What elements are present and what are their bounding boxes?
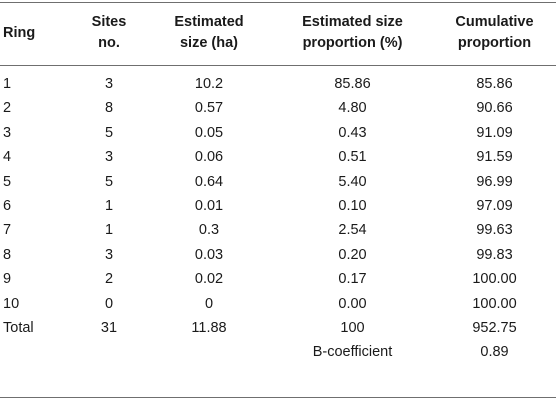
cell-size-proportion: 0.20	[338, 246, 367, 263]
cell-size-proportion: 0.10	[338, 198, 367, 215]
cell-size-proportion: 0.17	[338, 271, 367, 288]
cell-estimated-size: 0.03	[194, 246, 224, 263]
cell-sites-no: 1	[104, 222, 114, 239]
cell-sites-no: 5	[104, 173, 114, 190]
header-estimated-size-line-2: size (ha)	[179, 35, 238, 51]
cell-estimated-size: 0.02	[194, 271, 224, 288]
cell-estimated-size: 10.2	[194, 76, 224, 92]
cell-ring	[0, 340, 75, 364]
cell-ring: 6	[3, 198, 12, 215]
table-row: 7 1 0.3 2.54 99.63	[0, 218, 556, 242]
header-estimated-size-proportion-line-1: Estimated size	[302, 14, 403, 30]
cell-estimated-size: 0.05	[194, 124, 224, 141]
cell-ring: 3	[3, 124, 12, 141]
cell-cumulative-proportion: 91.59	[476, 149, 513, 166]
header-row: Ring Sites no. Estimated size (ha) Estim…	[0, 0, 556, 66]
table-row: 1 3 10.2 85.86 85.86	[0, 66, 556, 96]
cell-sites-no	[75, 340, 143, 364]
cell-estimated-size: 0	[204, 295, 214, 312]
cell-ring: 7	[3, 222, 12, 239]
cell-ring: 1	[3, 76, 12, 92]
cell-ring: 5	[3, 173, 12, 190]
cell-sites-no: 3	[104, 149, 114, 166]
cell-size-proportion: 5.40	[338, 173, 367, 190]
table-row: 9 2 0.02 0.17 100.00	[0, 267, 556, 291]
header-estimated-size-proportion: Estimated size proportion (%)	[275, 0, 430, 66]
header-sites-no: Sites no.	[75, 0, 143, 66]
bottom-rule	[0, 397, 556, 398]
table-row: 4 3 0.06 0.51 91.59	[0, 145, 556, 169]
header-cumulative-proportion-line-2: proportion	[457, 35, 532, 51]
cell-estimated-size: 0.64	[194, 173, 224, 190]
cell-size-proportion: 100	[340, 320, 365, 337]
cell-cumulative-proportion: 99.83	[476, 246, 513, 263]
cell-sites-no: 31	[100, 320, 118, 337]
table-row: 2 8 0.57 4.80 90.66	[0, 96, 556, 120]
cell-cumulative-proportion: 90.66	[476, 100, 513, 117]
cell-ring: Total	[3, 320, 34, 337]
header-cumulative-proportion: Cumulative proportion	[430, 0, 556, 66]
table-body: 1 3 10.2 85.86 85.86 2 8 0.57 4.80 90.66…	[0, 66, 556, 365]
cell-b-coefficient-label: B-coefficient	[312, 344, 393, 361]
table-row: 10 0 0 0.00 100.00	[0, 292, 556, 316]
header-ring: Ring	[0, 0, 75, 66]
cell-sites-no: 8	[104, 100, 114, 117]
table-row-total: Total 31 11.88 100 952.75	[0, 316, 556, 340]
cell-estimated-size: 0.57	[194, 100, 224, 117]
header-estimated-size-proportion-line-2: proportion (%)	[302, 35, 403, 51]
cell-size-proportion: 2.54	[338, 222, 367, 239]
header-cumulative-proportion-line-1: Cumulative	[455, 14, 534, 30]
top-rule	[0, 2, 556, 3]
table-row: 8 3 0.03 0.20 99.83	[0, 243, 556, 267]
cell-sites-no: 3	[104, 246, 114, 263]
cell-size-proportion: 0.43	[338, 124, 367, 141]
cell-sites-no: 3	[104, 76, 114, 92]
header-ring-line-1: Ring	[3, 24, 36, 41]
cell-ring: 9	[3, 271, 12, 288]
cell-estimated-size: 0.06	[194, 149, 224, 166]
table-row: 6 1 0.01 0.10 97.09	[0, 194, 556, 218]
cell-sites-no: 0	[104, 295, 114, 312]
cell-sites-no: 2	[104, 271, 114, 288]
header-sites-no-line-2: no.	[98, 35, 120, 51]
cell-cumulative-proportion: 91.09	[476, 124, 513, 141]
cell-sites-no: 1	[104, 198, 114, 215]
cell-ring: 2	[3, 100, 12, 117]
cell-size-proportion: 85.86	[334, 76, 371, 92]
cell-size-proportion: 4.80	[338, 100, 367, 117]
header-rule	[0, 65, 556, 66]
table-row: 5 5 0.64 5.40 96.99	[0, 170, 556, 194]
table-header: Ring Sites no. Estimated size (ha) Estim…	[0, 0, 556, 66]
cell-b-coefficient-value: 0.89	[480, 344, 509, 361]
cell-ring: 10	[3, 295, 20, 312]
table-row: 3 5 0.05 0.43 91.09	[0, 121, 556, 145]
header-estimated-size: Estimated size (ha)	[143, 0, 275, 66]
cell-sites-no: 5	[104, 124, 114, 141]
cell-estimated-size: 0.3	[198, 222, 220, 239]
cell-cumulative-proportion: 100.00	[472, 295, 517, 312]
cell-ring: 4	[3, 149, 12, 166]
cell-estimated-size	[143, 340, 275, 364]
cell-estimated-size: 0.01	[194, 198, 224, 215]
cell-cumulative-proportion: 100.00	[472, 271, 517, 288]
cell-cumulative-proportion: 952.75	[472, 320, 517, 337]
cell-cumulative-proportion: 97.09	[476, 198, 513, 215]
cell-ring: 8	[3, 246, 12, 263]
header-estimated-size-line-1: Estimated	[174, 14, 244, 30]
cell-cumulative-proportion: 85.86	[476, 76, 513, 92]
table-row-b-coefficient: B-coefficient 0.89	[0, 340, 556, 364]
cell-estimated-size: 11.88	[191, 320, 227, 337]
cell-size-proportion: 0.51	[338, 149, 367, 166]
cell-cumulative-proportion: 96.99	[476, 173, 513, 190]
data-table: Ring Sites no. Estimated size (ha) Estim…	[0, 0, 556, 365]
header-sites-no-line-1: Sites	[91, 14, 127, 30]
cell-cumulative-proportion: 99.63	[476, 222, 513, 239]
cell-size-proportion: 0.00	[338, 295, 367, 312]
